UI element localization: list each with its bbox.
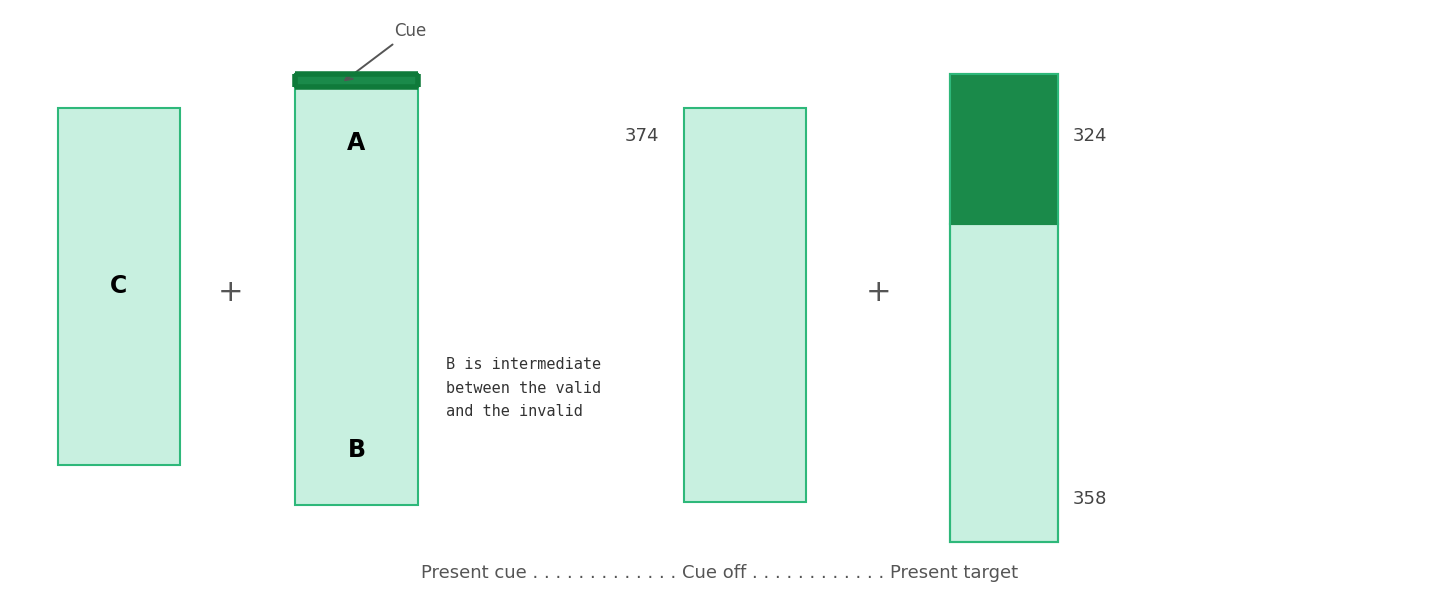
Text: A: A [347, 131, 366, 155]
Bar [950, 74, 1058, 542]
Text: 324: 324 [1073, 126, 1107, 145]
Text: B: B [347, 438, 366, 461]
Bar [950, 74, 1058, 224]
Bar [295, 74, 418, 505]
Text: C: C [111, 275, 127, 298]
Text: 374: 374 [625, 126, 660, 145]
Text: 358: 358 [1073, 490, 1107, 508]
Bar [684, 108, 806, 502]
Text: +: + [865, 278, 891, 307]
Text: B is intermediate
between the valid
and the invalid: B is intermediate between the valid and … [446, 357, 602, 419]
Text: +: + [217, 278, 243, 307]
Text: Present cue . . . . . . . . . . . . . Cue off . . . . . . . . . . . . Present ta: Present cue . . . . . . . . . . . . . Cu… [422, 564, 1018, 582]
Bar [950, 224, 1058, 542]
Bar [295, 74, 418, 87]
Bar [58, 108, 180, 465]
Text: Cue: Cue [346, 22, 426, 80]
